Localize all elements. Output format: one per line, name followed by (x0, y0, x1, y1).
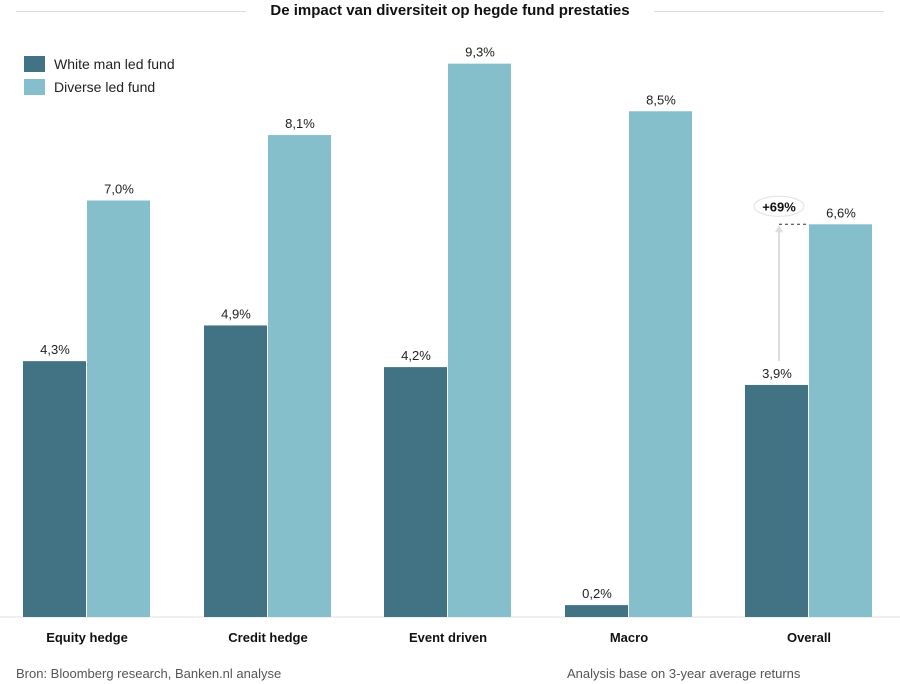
source-note: Bron: Bloomberg research, Banken.nl anal… (16, 666, 282, 681)
bar-credit-hedge-diverse (268, 135, 331, 618)
annotation-arrow-head (775, 225, 783, 233)
data-label-overall-white-man: 3,9% (762, 366, 792, 381)
legend-item-diverse: Diverse led fund (24, 75, 175, 98)
bar-overall-diverse (809, 224, 872, 618)
bar-equity-hedge-diverse (87, 200, 150, 617)
data-label-event-driven-white-man: 4,2% (401, 348, 431, 363)
legend-swatch-diverse (24, 78, 45, 95)
bar-event-driven-white-man (384, 367, 447, 617)
legend-label-diverse: Diverse led fund (54, 78, 156, 95)
data-label-credit-hedge-white-man: 4,9% (221, 306, 251, 321)
chart-title-bar: De impact van diversiteit op hegde fund … (0, 0, 900, 26)
title-rule-left (16, 11, 246, 12)
x-tick-label-equity-hedge: Equity hedge (46, 630, 128, 645)
bar-macro-diverse (629, 111, 692, 617)
x-tick-label-event-driven: Event driven (409, 630, 487, 645)
data-label-equity-hedge-white-man: 4,3% (40, 342, 70, 357)
annotation-label: +69% (762, 199, 796, 214)
data-label-macro-white-man: 0,2% (582, 586, 612, 601)
legend-swatch-white-man (24, 55, 45, 72)
data-label-event-driven-diverse: 9,3% (465, 45, 495, 60)
bar-equity-hedge-white-man (23, 361, 86, 617)
data-label-equity-hedge-diverse: 7,0% (104, 182, 134, 197)
data-label-macro-diverse: 8,5% (646, 92, 676, 107)
bar-macro-white-man (565, 605, 628, 617)
x-tick-label-credit-hedge: Credit hedge (228, 630, 307, 645)
bar-credit-hedge-white-man (204, 325, 267, 617)
legend-item-white-man: White man led fund (24, 52, 175, 75)
x-tick-label-overall: Overall (787, 630, 831, 645)
title-rule-right (654, 11, 884, 12)
analysis-note: Analysis base on 3-year average returns (567, 666, 801, 681)
annotation-badge (753, 195, 805, 217)
data-label-credit-hedge-diverse: 8,1% (285, 116, 315, 131)
x-tick-label-macro: Macro (610, 630, 648, 645)
bar-event-driven-diverse (448, 63, 511, 617)
data-label-overall-diverse: 6,6% (826, 205, 856, 220)
legend: White man led fund Diverse led fund (24, 52, 175, 98)
legend-label-white-man: White man led fund (54, 55, 175, 72)
chart-title: De impact van diversiteit op hegde fund … (258, 2, 642, 19)
bar-overall-white-man (745, 384, 808, 617)
